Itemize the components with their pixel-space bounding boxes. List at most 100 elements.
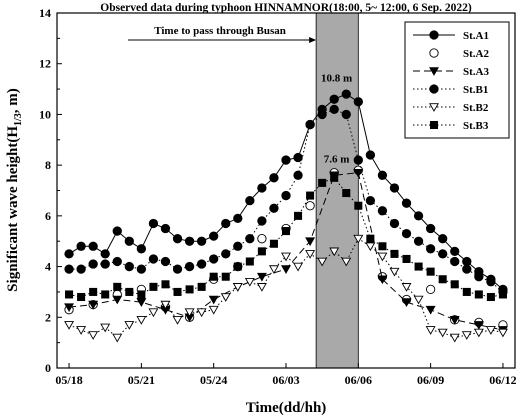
data-point — [425, 223, 436, 234]
series-st-a3 — [64, 168, 508, 335]
data-point — [281, 190, 291, 201]
x-tick-label: 05/21 — [128, 373, 155, 387]
data-point — [281, 155, 291, 165]
data-point — [377, 252, 388, 262]
legend-label: St.B1 — [463, 84, 488, 96]
data-point — [88, 241, 98, 251]
data-point — [160, 256, 171, 267]
data-point — [365, 242, 376, 252]
band-arrow-head — [309, 37, 317, 43]
x-tick-label: 06/03 — [272, 373, 299, 387]
data-point — [366, 234, 375, 243]
data-point — [209, 254, 219, 264]
data-point — [136, 244, 147, 254]
data-point — [401, 298, 412, 307]
data-point — [306, 191, 315, 200]
data-point — [294, 211, 303, 220]
data-point — [414, 262, 423, 271]
data-point — [172, 264, 183, 274]
data-point — [245, 234, 255, 244]
y-axis-label: Significant wave height(H1/3, m) — [5, 88, 24, 292]
data-point — [184, 236, 195, 246]
data-point — [497, 328, 508, 338]
y-axis-label-end: , m) — [5, 88, 21, 113]
y-tick-label: 10 — [39, 107, 51, 121]
data-point — [413, 211, 424, 221]
x-tick-label: 06/06 — [345, 373, 372, 387]
data-point — [112, 256, 122, 267]
y-axis-label-main: Significant wave height(H — [5, 126, 21, 292]
data-point — [257, 234, 267, 244]
data-point — [88, 300, 99, 310]
data-point — [233, 213, 243, 224]
legend-box — [404, 21, 510, 139]
data-point — [353, 234, 364, 244]
data-point — [172, 316, 183, 325]
data-point — [365, 150, 376, 160]
data-point — [413, 236, 424, 246]
data-point — [88, 331, 99, 340]
data-point — [413, 295, 424, 305]
data-point — [329, 247, 340, 257]
data-point — [160, 300, 171, 310]
data-point — [172, 234, 183, 244]
legend-label: St.A1 — [463, 30, 489, 42]
series-st-a2 — [64, 165, 508, 330]
x-tick-label: 06/09 — [417, 373, 444, 387]
data-point — [196, 236, 207, 246]
data-point — [353, 97, 363, 107]
peak-annotation: 10.8 m — [321, 72, 352, 84]
data-point — [160, 223, 171, 234]
data-point — [124, 236, 134, 246]
data-point — [450, 280, 459, 289]
data-point — [77, 292, 86, 302]
peak-annotation: 7.6 m — [324, 154, 350, 166]
data-point — [269, 239, 278, 248]
data-point — [221, 272, 230, 281]
data-point — [100, 249, 110, 259]
data-point — [461, 331, 472, 340]
data-point — [305, 237, 316, 247]
data-point — [257, 183, 267, 193]
data-point — [365, 195, 376, 206]
legend-marker — [429, 30, 439, 40]
data-point — [329, 94, 339, 104]
data-point — [112, 226, 122, 236]
data-point — [462, 256, 472, 267]
data-point — [389, 183, 400, 193]
data-point — [341, 89, 351, 99]
data-point — [209, 272, 218, 281]
data-point — [318, 178, 327, 187]
data-point — [389, 267, 400, 277]
legend-label: St.B3 — [463, 120, 489, 132]
data-point — [486, 277, 496, 287]
data-point — [220, 293, 231, 302]
data-point — [245, 257, 254, 266]
data-point — [402, 254, 411, 263]
data-point — [221, 249, 231, 259]
data-point — [473, 328, 484, 338]
data-point — [269, 173, 279, 183]
data-point — [148, 218, 159, 229]
data-point — [462, 287, 471, 296]
data-point — [245, 195, 255, 206]
y-tick-label: 8 — [45, 158, 51, 172]
series-st-b2 — [64, 234, 508, 343]
legend: St.A1 St.A2 St.A3 St.B1 St.B2 St.B3 — [404, 21, 510, 139]
data-point — [449, 316, 460, 325]
data-point — [449, 333, 460, 343]
data-point — [88, 259, 98, 269]
data-point — [281, 227, 291, 236]
data-point — [112, 295, 123, 305]
data-point — [353, 155, 363, 165]
data-point — [137, 290, 146, 299]
y-tick-label: 4 — [45, 260, 51, 274]
data-point — [148, 308, 159, 318]
data-point — [112, 333, 123, 343]
data-point — [76, 264, 86, 274]
data-point — [185, 285, 194, 294]
data-point — [196, 308, 207, 318]
data-point — [342, 189, 351, 198]
data-point — [149, 282, 158, 291]
data-point — [196, 259, 207, 269]
